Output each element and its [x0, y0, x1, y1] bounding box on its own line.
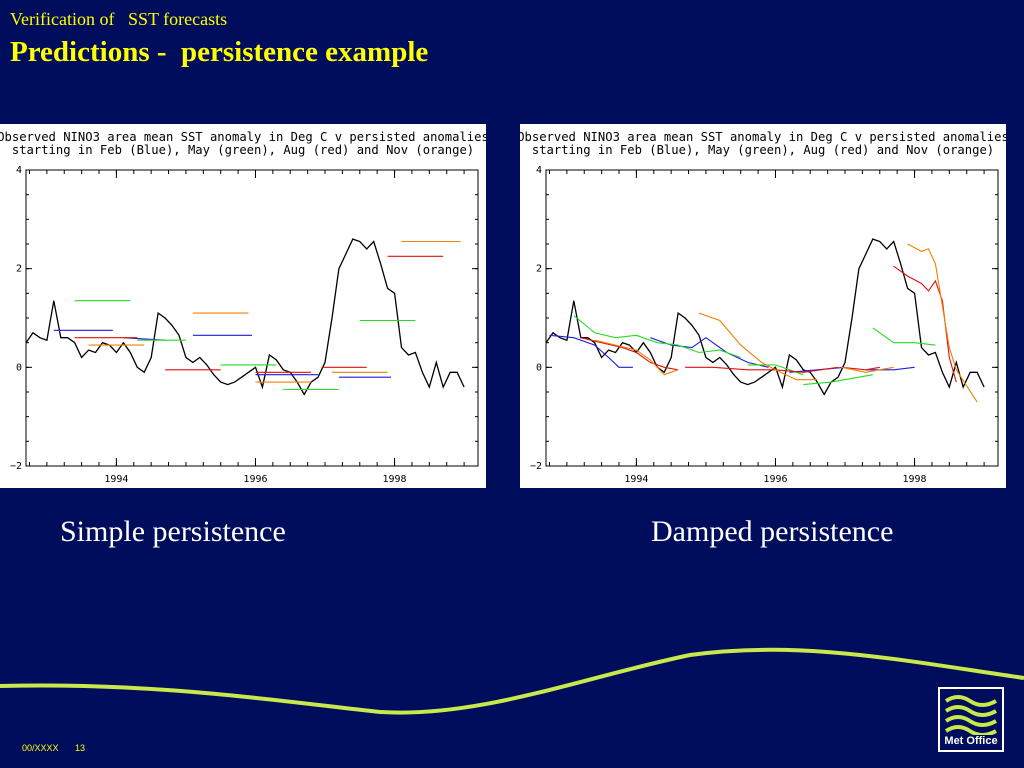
forecast-segment-blue: [650, 337, 769, 368]
y-tick-label: 2: [16, 264, 22, 275]
chart-panel-left: Observed NINO3 area mean SST anomaly in …: [0, 124, 486, 488]
y-tick-label: 0: [16, 362, 22, 373]
series-line-black: [545, 238, 985, 396]
x-tick-label: 1996: [763, 474, 787, 485]
x-tick-label: 1994: [624, 474, 648, 485]
forecast-segment-orange: [841, 366, 894, 373]
forecast-segment-red: [775, 366, 839, 373]
forecast-segment-orange: [594, 339, 679, 376]
x-tick-label: 1998: [903, 474, 927, 485]
forecast-segment-red: [893, 265, 957, 383]
forecast-segment-orange: [907, 243, 978, 403]
slide-supertitle: Verification of SST forecasts: [10, 9, 228, 29]
chart-title-line1: Observed NINO3 area mean SST anomaly in …: [520, 130, 1006, 144]
y-tick-label: 0: [536, 362, 542, 373]
caption-damped-persistence: Damped persistence: [651, 515, 894, 548]
chart-panel-right: Observed NINO3 area mean SST anomaly in …: [520, 124, 1006, 488]
y-tick-label: 2: [536, 264, 542, 275]
y-tick-label: 4: [536, 165, 542, 176]
chart-simple-persistence: Observed NINO3 area mean SST anomaly in …: [0, 130, 486, 485]
x-tick-label: 1996: [243, 474, 267, 485]
slide-title: Predictions - persistence example: [10, 36, 429, 68]
forecast-segment-red: [685, 366, 776, 371]
chart-damped-persistence: Observed NINO3 area mean SST anomaly in …: [520, 130, 1006, 485]
forecast-segment-red: [580, 337, 679, 371]
series-line-black: [25, 238, 465, 396]
forecast-segment-blue: [865, 366, 915, 371]
forecast-segment-green: [872, 327, 936, 346]
forecast-segment-blue: [549, 334, 633, 368]
page-number: 13: [75, 743, 86, 753]
forecast-segment-green: [573, 315, 741, 359]
plot-frame: [25, 169, 479, 467]
forecast-segment-green: [803, 374, 873, 386]
chart-title-line2: starting in Feb (Blue), May (green), Aug…: [532, 143, 994, 157]
y-tick-label: −2: [10, 461, 22, 472]
y-tick-label: 4: [16, 165, 22, 176]
plot-frame: [545, 169, 999, 467]
chart-title-line1: Observed NINO3 area mean SST anomaly in …: [0, 130, 486, 144]
caption-simple-persistence: Simple persistence: [60, 515, 286, 548]
logo-text: Met Office: [944, 735, 998, 747]
x-tick-label: 1994: [104, 474, 128, 485]
forecast-segment-orange: [698, 312, 818, 381]
waves-icon: [944, 695, 997, 735]
forecast-segment-red: [841, 366, 880, 371]
y-tick-label: −2: [530, 461, 542, 472]
chart-title-line2: starting in Feb (Blue), May (green), Aug…: [12, 143, 474, 157]
footer-code: 00/XXXX: [22, 743, 59, 753]
x-tick-label: 1998: [383, 474, 407, 485]
met-office-logo: Met Office: [938, 687, 1004, 752]
